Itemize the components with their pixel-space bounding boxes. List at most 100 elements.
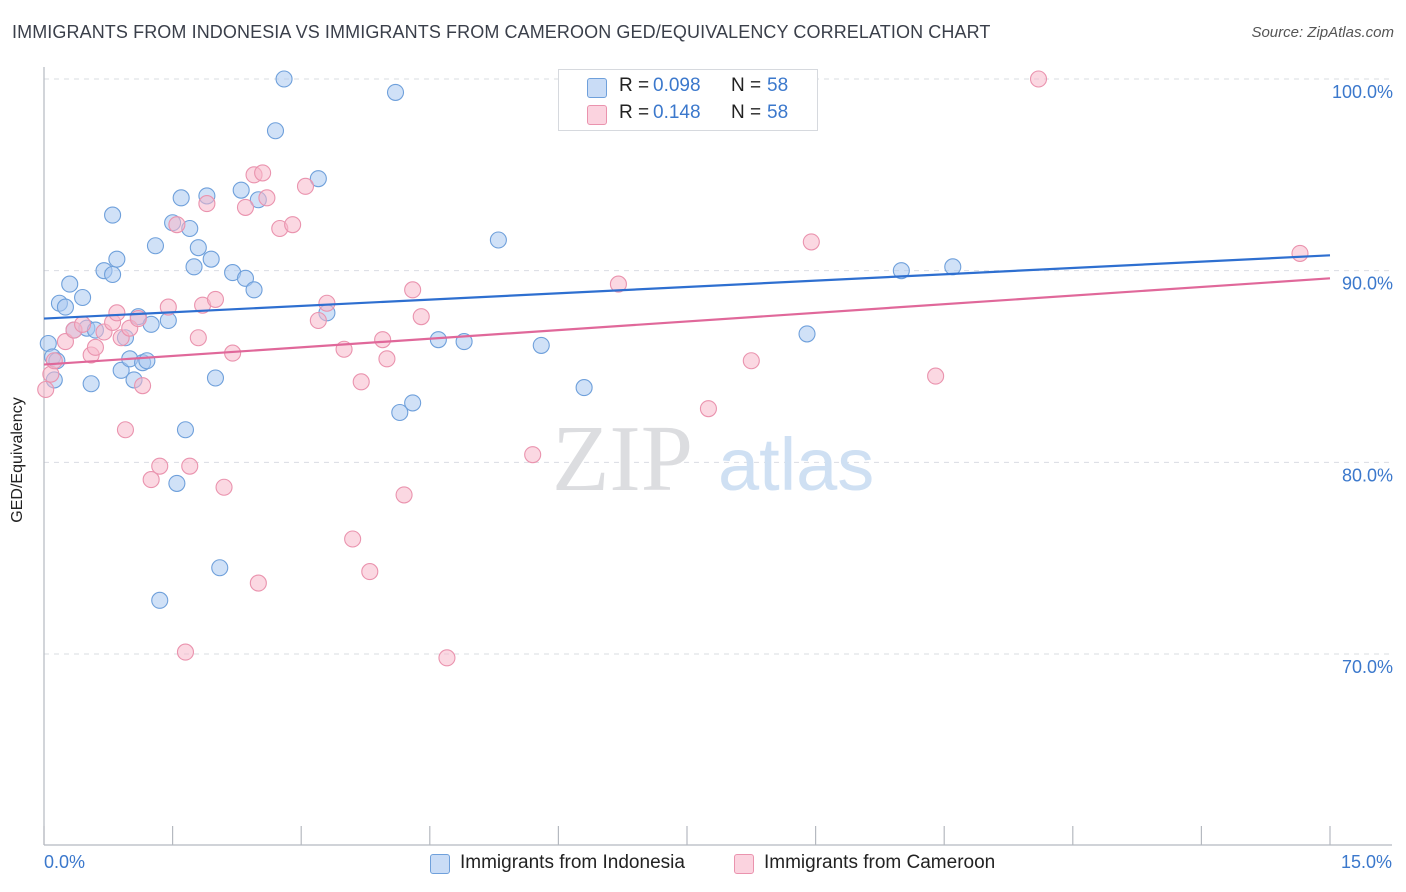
point-indonesia [944, 258, 962, 276]
point-cameroon [352, 373, 370, 391]
point-cameroon [524, 446, 542, 464]
trend-lines [43, 254, 1331, 366]
point-cameroon [404, 281, 422, 299]
legend-swatch-blue [430, 854, 450, 874]
point-indonesia [309, 170, 327, 188]
point-indonesia [404, 394, 422, 412]
point-cameroon [198, 195, 216, 213]
point-indonesia [74, 288, 92, 307]
point-cameroon [151, 457, 169, 475]
point-cameroon [258, 189, 276, 207]
legend-r-value: 0.098 [653, 75, 701, 96]
legend-r-value: 0.148 [653, 102, 701, 123]
point-indonesia [275, 70, 293, 88]
point-cameroon [86, 338, 104, 356]
point-indonesia [386, 83, 405, 101]
series-legend: Immigrants from Indonesia Immigrants fro… [0, 852, 1406, 878]
legend-r-label: R = [619, 75, 650, 96]
y-tick-labels: 70.0% 80.0% 90.0% 100.0% [1332, 82, 1393, 677]
x-tick-min: 0.0% [44, 852, 86, 872]
point-cameroon [249, 574, 267, 592]
legend-label: Immigrants from Cameroon [764, 852, 996, 873]
point-cameroon [108, 304, 126, 322]
point-indonesia [798, 325, 816, 343]
point-cameroon [215, 478, 233, 496]
point-cameroon [134, 377, 152, 395]
stats-legend: R = 0.098 N = 58 R = 0.148 N = 58 [558, 69, 818, 131]
point-cameroon [802, 233, 820, 251]
watermark: ZIP atlas [552, 407, 874, 511]
point-indonesia [151, 591, 169, 609]
data-points [37, 70, 1309, 667]
trend-line-cameroon [43, 277, 1331, 366]
point-indonesia [104, 265, 122, 284]
legend-swatch-blue [587, 78, 607, 98]
legend-label: Immigrants from Indonesia [460, 852, 685, 873]
legend-swatch-pink [587, 105, 607, 125]
point-indonesia [189, 239, 207, 257]
point-indonesia [489, 231, 507, 249]
point-indonesia [236, 269, 255, 287]
point-cameroon [189, 329, 207, 347]
point-indonesia [82, 375, 100, 393]
point-cameroon [74, 315, 92, 333]
point-indonesia [391, 403, 409, 422]
point-cameroon [699, 400, 717, 418]
point-indonesia [168, 474, 186, 492]
point-indonesia [202, 250, 220, 268]
point-cameroon [206, 290, 225, 308]
point-indonesia [575, 379, 593, 397]
point-cameroon [116, 421, 134, 439]
point-indonesia [206, 369, 225, 387]
watermark-zip: ZIP [552, 407, 693, 511]
point-indonesia [112, 361, 130, 379]
legend-r-label: R = [619, 102, 650, 123]
gridlines [44, 78, 1392, 655]
point-cameroon [742, 352, 760, 370]
point-cameroon [284, 216, 302, 234]
y-tick-label: 80.0% [1342, 465, 1393, 485]
y-tick-label: 70.0% [1342, 657, 1393, 677]
point-indonesia [176, 421, 195, 439]
y-tick-label: 100.0% [1332, 82, 1393, 102]
point-indonesia [266, 122, 285, 140]
point-cameroon [142, 471, 160, 489]
chart-title: IMMIGRANTS FROM INDONESIA VS IMMIGRANTS … [12, 22, 991, 42]
source-credit: Source: ZipAtlas.com [1251, 24, 1394, 41]
axes [43, 67, 1392, 846]
point-indonesia [232, 181, 250, 199]
point-cameroon [374, 331, 392, 349]
point-cameroon [296, 177, 315, 195]
point-cameroon [438, 649, 456, 667]
point-cameroon [412, 308, 430, 326]
point-cameroon [309, 311, 327, 330]
point-cameroon [344, 530, 362, 548]
trend-line-indonesia [43, 254, 1331, 320]
point-indonesia [245, 281, 263, 299]
point-indonesia [104, 206, 122, 224]
point-cameroon [361, 563, 379, 581]
point-indonesia [429, 331, 447, 349]
point-indonesia [56, 298, 74, 316]
point-cameroon [176, 643, 195, 661]
legend-swatch-pink [734, 854, 754, 874]
legend-n-value: 58 [767, 75, 789, 96]
x-tick-max: 15.0% [1340, 852, 1392, 872]
point-indonesia [172, 189, 190, 207]
point-cameroon [378, 350, 396, 368]
point-cameroon [254, 164, 272, 182]
y-tick-label: 90.0% [1342, 274, 1393, 294]
point-indonesia [138, 352, 156, 370]
point-cameroon [1029, 70, 1048, 88]
point-cameroon [159, 298, 177, 316]
point-cameroon [181, 457, 199, 475]
point-cameroon [927, 367, 945, 385]
point-indonesia [532, 336, 550, 354]
point-cameroon [236, 198, 255, 216]
point-cameroon [318, 294, 336, 312]
point-indonesia [146, 237, 165, 255]
point-indonesia [108, 250, 126, 268]
point-cameroon [609, 275, 627, 293]
point-cameroon [56, 333, 74, 351]
